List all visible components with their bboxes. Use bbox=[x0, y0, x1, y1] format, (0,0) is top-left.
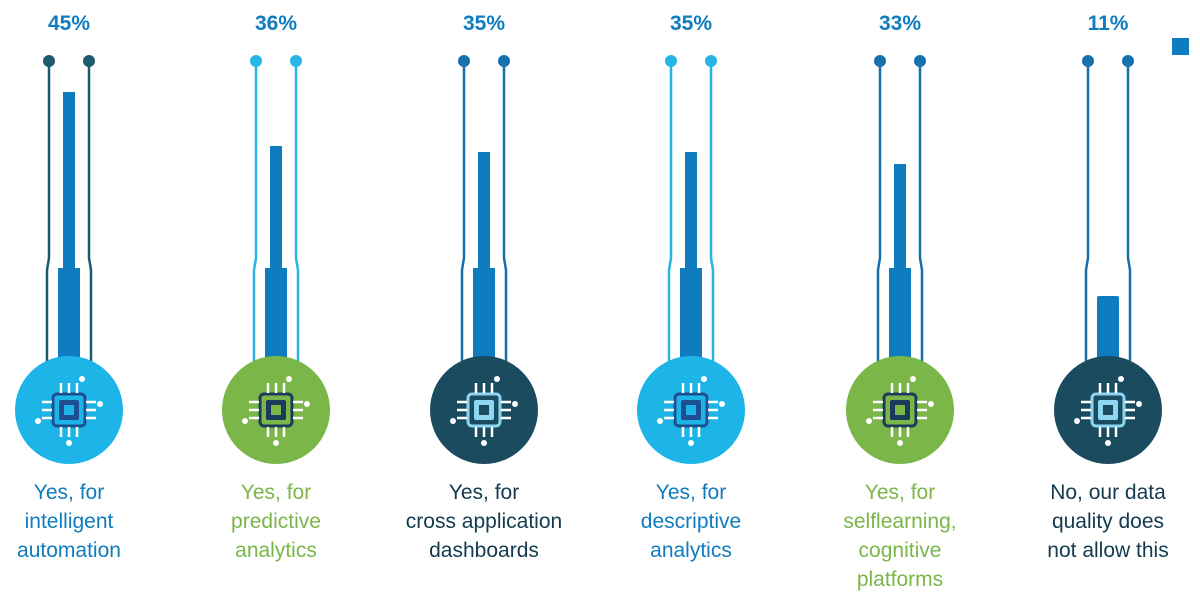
stem-cap-left bbox=[665, 55, 677, 67]
stem-cap-left bbox=[1082, 55, 1094, 67]
bar-lower bbox=[265, 268, 287, 368]
stem-cap-right bbox=[914, 55, 926, 67]
cpu-chip-icon bbox=[866, 376, 934, 446]
stem-rail-left bbox=[252, 62, 258, 375]
category-label: Yes, for selflearning, cognitive platforms bbox=[805, 478, 995, 594]
cpu-chip-icon bbox=[657, 376, 725, 446]
category-label-line: selflearning, bbox=[843, 510, 957, 533]
category-label-line: Yes, for bbox=[240, 481, 312, 504]
stem-rail-left bbox=[876, 62, 882, 375]
stem-rail-left bbox=[667, 62, 673, 375]
bar-lower bbox=[680, 268, 702, 368]
stem-cap-right bbox=[83, 55, 95, 67]
stem-rail-left bbox=[460, 62, 466, 375]
category-label-line: quality does bbox=[1051, 510, 1165, 533]
category-label: Yes, for intelligent automation bbox=[0, 478, 164, 565]
cpu-chip-icon bbox=[450, 376, 518, 446]
bar-upper bbox=[894, 164, 906, 268]
bar-lower bbox=[1097, 296, 1119, 368]
stem-cap-right bbox=[498, 55, 510, 67]
value-label: 35% bbox=[462, 12, 506, 35]
bar-upper bbox=[478, 152, 490, 268]
category-label-line: cognitive bbox=[858, 539, 942, 562]
stem-cap-left bbox=[43, 55, 55, 67]
value-label: 33% bbox=[878, 12, 922, 35]
category-label: No, our data quality does not allow this bbox=[1013, 478, 1200, 565]
bar-upper bbox=[270, 146, 282, 268]
stem-cap-right bbox=[290, 55, 302, 67]
stem-rail-right bbox=[294, 62, 300, 375]
category-label-line: intelligent bbox=[24, 510, 114, 533]
bar-lower bbox=[58, 268, 80, 368]
stem-cap-right bbox=[1122, 55, 1134, 67]
bar-upper bbox=[63, 92, 75, 268]
category-label-line: dashboards bbox=[429, 539, 539, 562]
category-label-line: not allow this bbox=[1047, 539, 1169, 562]
value-label: 11% bbox=[1087, 12, 1129, 35]
category-label-line: descriptive bbox=[640, 510, 742, 533]
category-label-line: Yes, for bbox=[864, 481, 936, 504]
value-label: 45% bbox=[47, 12, 91, 35]
cpu-chip-icon bbox=[1074, 376, 1142, 446]
category-label-line: Yes, for bbox=[33, 481, 105, 504]
category-label-line: analytics bbox=[650, 539, 732, 562]
category-label-line: predictive bbox=[231, 510, 321, 533]
stem-cap-left bbox=[458, 55, 470, 67]
cpu-chip-icon bbox=[242, 376, 310, 446]
category-label-line: platforms bbox=[856, 568, 944, 591]
value-label: 36% bbox=[254, 12, 298, 35]
stem-rail-right bbox=[709, 62, 715, 375]
stem-cap-right bbox=[705, 55, 717, 67]
legend-marker bbox=[1172, 38, 1189, 55]
bar-lower bbox=[889, 268, 911, 368]
category-label-line: No, our data bbox=[1050, 481, 1166, 504]
value-label: 35% bbox=[669, 12, 713, 35]
stem-rail-left bbox=[1084, 62, 1090, 375]
category-label-line: automation bbox=[17, 539, 121, 562]
category-label-line: Yes, for bbox=[448, 481, 520, 504]
cpu-chip-icon bbox=[35, 376, 103, 446]
bar-lower bbox=[473, 268, 495, 368]
category-label: Yes, for descriptive analytics bbox=[596, 478, 786, 565]
bar-upper bbox=[685, 152, 697, 268]
category-label-line: cross application bbox=[405, 510, 563, 533]
category-label: Yes, for predictive analytics bbox=[181, 478, 371, 565]
stem-cap-left bbox=[250, 55, 262, 67]
stem-rail-right bbox=[87, 62, 93, 375]
stem-rail-right bbox=[502, 62, 508, 375]
stem-rail-right bbox=[1126, 62, 1132, 375]
category-label-line: Yes, for bbox=[655, 481, 727, 504]
stem-rail-right bbox=[918, 62, 924, 375]
stem-cap-left bbox=[874, 55, 886, 67]
category-label-line: analytics bbox=[235, 539, 317, 562]
stem-rail-left bbox=[45, 62, 51, 375]
category-label: Yes, for cross application dashboards bbox=[389, 478, 579, 565]
